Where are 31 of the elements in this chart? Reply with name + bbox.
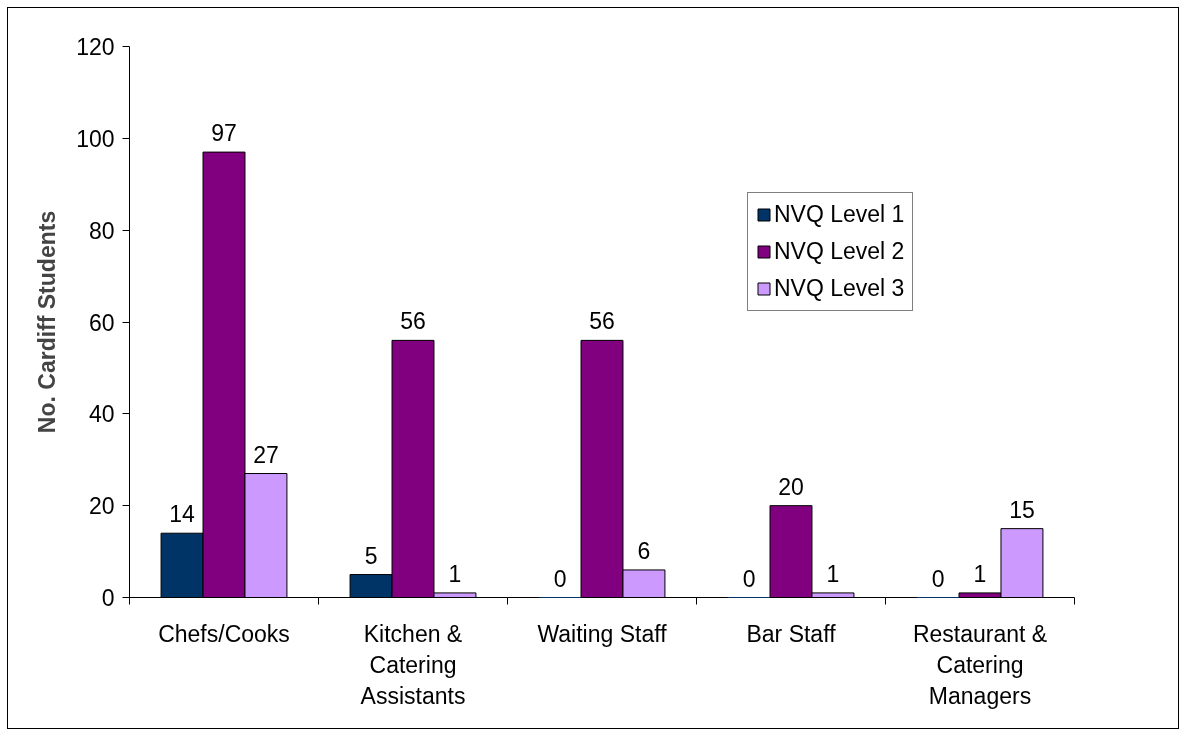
data-label: 0 [742,565,756,592]
y-tick-label: 20 [88,493,115,520]
x-tick-label: Chefs/Cooks [158,620,290,647]
y-axis-title: No. Cardiff Students [34,210,61,434]
data-label: 1 [826,560,840,587]
data-label: 6 [637,537,651,564]
legend-label: NVQ Level 3 [774,275,905,302]
x-tick-label: Waiting Staff [537,620,668,647]
data-label: 0 [931,565,945,592]
y-tick-label: 40 [88,401,115,428]
data-label: 1 [448,560,462,587]
legend-label: NVQ Level 2 [774,238,905,265]
legend-label: NVQ Level 1 [774,201,905,228]
data-label: 97 [211,120,237,147]
data-label: 0 [553,565,567,592]
data-label: 27 [253,441,279,468]
data-label: 5 [364,542,378,569]
data-label: 20 [778,473,804,500]
y-tick-label: 0 [101,585,115,611]
y-tick-label: 80 [88,217,115,244]
y-tick-label: 100 [76,125,115,152]
data-label: 14 [169,501,196,528]
y-tick-label: 120 [76,34,115,60]
data-label: 1 [973,560,987,587]
data-label: 15 [1009,496,1035,523]
data-label: 56 [400,308,426,335]
x-tick-label: Kitchen & Catering Assistants [360,620,466,709]
x-tick-label: Restaurant & Catering Managers [912,620,1048,709]
data-label: 56 [589,308,615,335]
y-tick-label: 60 [88,309,115,336]
x-tick-label: Bar Staff [746,620,837,647]
